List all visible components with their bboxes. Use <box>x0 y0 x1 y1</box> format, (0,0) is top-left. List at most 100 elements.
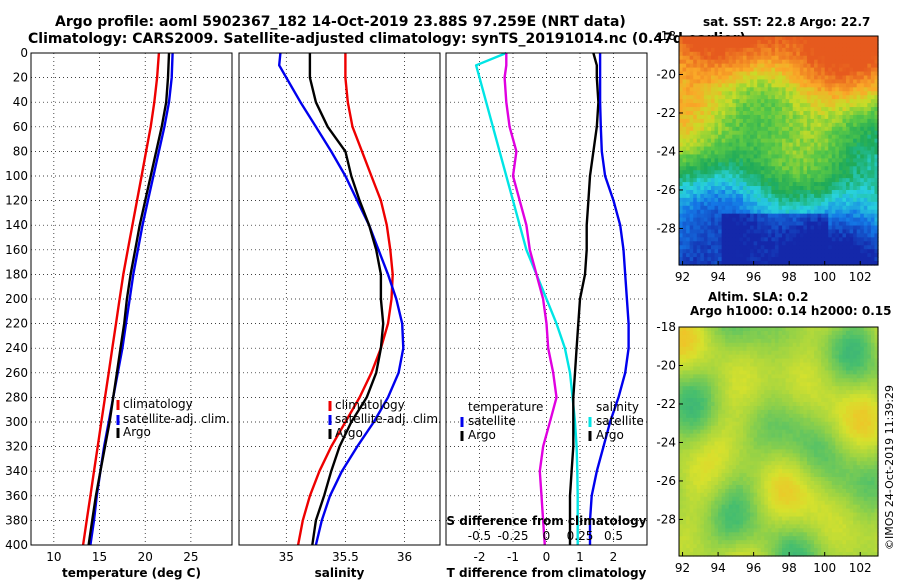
map-cell <box>771 382 776 387</box>
map-cell <box>785 75 790 81</box>
map-cell <box>817 134 822 140</box>
map-cell <box>828 189 833 195</box>
map-cell <box>774 350 780 356</box>
y-tick-label: 300 <box>5 415 28 429</box>
map-cell <box>735 39 741 45</box>
map-cell <box>792 130 797 136</box>
map-cell <box>693 386 698 391</box>
map-cell <box>838 358 844 364</box>
map-cell <box>803 413 808 419</box>
map-cell <box>796 350 801 356</box>
map-cell <box>742 354 748 360</box>
map-cell <box>810 118 815 124</box>
map-cell <box>814 225 819 231</box>
map-cell <box>750 217 755 223</box>
map-cell <box>771 63 776 69</box>
map-cell <box>696 95 701 100</box>
map-cell <box>814 249 819 254</box>
map-cell <box>867 370 872 375</box>
map-cell <box>817 51 822 57</box>
map-cell <box>714 402 719 407</box>
map-cell <box>782 162 787 167</box>
map-cell <box>778 75 783 81</box>
map-cell <box>757 39 762 45</box>
map-cell <box>725 350 730 356</box>
map-cell <box>732 233 737 238</box>
map-cell <box>753 346 758 352</box>
map-cell <box>785 409 790 415</box>
map-cell <box>689 413 694 419</box>
map-cell <box>707 221 712 227</box>
map-cell <box>803 237 808 242</box>
map-cell <box>821 405 826 411</box>
map-cell <box>853 237 858 242</box>
map-cell <box>874 174 879 179</box>
map-cell <box>742 350 748 356</box>
map-cell <box>721 390 726 395</box>
map-cell <box>760 138 765 144</box>
map-cell <box>700 257 705 262</box>
map-cell <box>774 338 780 344</box>
map-cell <box>785 114 790 120</box>
map-cell <box>725 95 730 100</box>
map-cell <box>728 154 733 159</box>
map-cell <box>799 63 804 69</box>
map-cell <box>863 342 868 348</box>
map-cell <box>739 390 744 395</box>
map-cell <box>814 51 819 57</box>
map-cell <box>874 122 879 128</box>
map-cell <box>767 261 772 266</box>
map-cell <box>817 209 822 215</box>
map-cell <box>856 170 861 175</box>
map-cell <box>735 362 741 368</box>
map-cell <box>721 158 726 163</box>
map-cell <box>771 429 776 435</box>
map-cell <box>682 253 687 258</box>
map-cell <box>710 398 716 403</box>
map-cell <box>707 213 712 219</box>
map-cell <box>824 327 829 332</box>
map-cell <box>689 79 694 84</box>
map-cell <box>853 166 858 171</box>
map-cell <box>735 150 741 156</box>
map-cell <box>700 122 705 128</box>
map-cell <box>774 75 780 81</box>
map-cell <box>874 386 879 391</box>
map-cell <box>806 237 812 242</box>
map-cell <box>849 122 854 128</box>
map-cell <box>767 170 772 175</box>
map-cell <box>870 193 876 199</box>
map-cell <box>824 253 829 258</box>
map-cell <box>774 366 780 372</box>
map-cell <box>860 36 865 41</box>
map-cell <box>842 221 847 227</box>
map-cell <box>764 130 769 136</box>
map-cell <box>849 178 854 183</box>
map-cell <box>757 55 762 61</box>
map-cell <box>853 213 858 219</box>
map-cell <box>714 67 719 73</box>
map-cell <box>874 178 879 183</box>
map-cell <box>693 39 698 45</box>
map-cell <box>853 429 858 435</box>
map-cell <box>739 433 744 439</box>
map-cell <box>856 83 861 88</box>
map-cell <box>735 95 741 100</box>
map-cell <box>721 170 726 175</box>
map-cell <box>874 213 879 219</box>
map-cell <box>696 354 701 360</box>
map-cell <box>796 166 801 171</box>
map-cell <box>718 43 723 49</box>
map-cell <box>679 95 684 100</box>
map-cell <box>750 205 755 211</box>
map-cell <box>735 59 741 65</box>
map-cell <box>874 91 879 96</box>
map-cell <box>718 421 723 427</box>
map-cell <box>824 150 829 156</box>
map-cell <box>821 245 826 250</box>
map-cell <box>817 130 822 136</box>
map-cell <box>703 398 709 403</box>
map-cell <box>764 358 769 364</box>
map-cell <box>679 150 684 156</box>
map-cell <box>735 358 741 364</box>
